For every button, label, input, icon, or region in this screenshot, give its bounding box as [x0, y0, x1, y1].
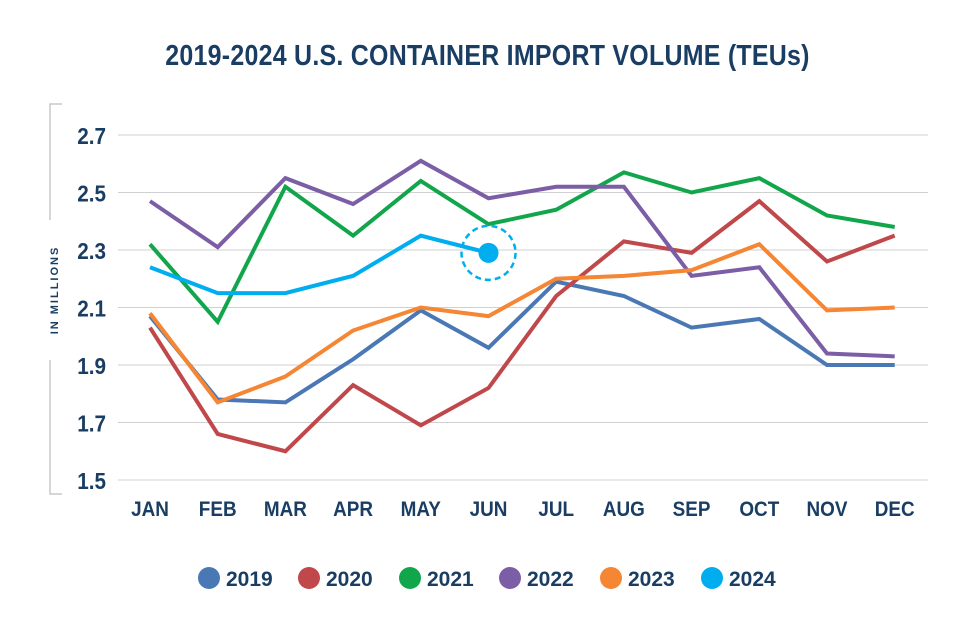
legend-marker-2023 [600, 567, 622, 589]
legend-label-2019: 2019 [226, 568, 273, 591]
series-line-2019 [148, 279, 895, 405]
x-tick-label: FEB [199, 498, 237, 521]
y-tick-label: 2.1 [77, 295, 106, 321]
y-tick-label: 2.5 [77, 180, 106, 206]
x-tick-label: OCT [739, 498, 779, 521]
series-line-2022 [148, 158, 895, 359]
x-tick-label: JUN [470, 498, 508, 521]
legend-label-2020: 2020 [326, 568, 373, 591]
y-axis-label: IN MILLIONS [49, 246, 61, 335]
legend-marker-2019 [198, 567, 220, 589]
chart-title: 2019-2024 U.S. CONTAINER IMPORT VOLUME (… [165, 40, 810, 72]
x-tick-label: JUL [538, 498, 574, 521]
x-tick-label: MAR [264, 498, 308, 521]
legend-label-2024: 2024 [729, 568, 776, 591]
series-line-2023 [148, 241, 895, 405]
y-tick-label: 2.7 [77, 123, 106, 149]
series-line-2021 [148, 170, 896, 326]
highlight-ring [460, 224, 517, 282]
y-tick-label: 1.5 [77, 468, 106, 494]
legend-marker-2022 [499, 567, 521, 589]
x-tick-label: AUG [603, 498, 645, 521]
y-axis-bracket [49, 103, 62, 495]
series-line-2020 [148, 198, 896, 454]
y-tick-label: 2.3 [77, 238, 106, 264]
x-tick-label: DEC [875, 498, 915, 521]
y-tick-label: 1.9 [77, 353, 106, 379]
x-tick-label: JAN [131, 498, 169, 521]
legend-marker-2020 [298, 567, 320, 589]
series-line-2024 [149, 233, 489, 296]
x-tick-label: APR [333, 498, 373, 521]
legend-marker-2021 [399, 567, 421, 589]
highlight-point [478, 242, 499, 263]
x-tick-label: SEP [673, 498, 711, 521]
x-tick-label: MAY [401, 498, 441, 521]
legend-label-2021: 2021 [427, 568, 474, 591]
y-tick-label: 1.7 [77, 410, 106, 436]
legend-marker-2024 [701, 567, 723, 589]
legend-label-2022: 2022 [527, 568, 574, 591]
legend-label-2023: 2023 [628, 568, 675, 591]
x-tick-label: NOV [807, 498, 849, 521]
